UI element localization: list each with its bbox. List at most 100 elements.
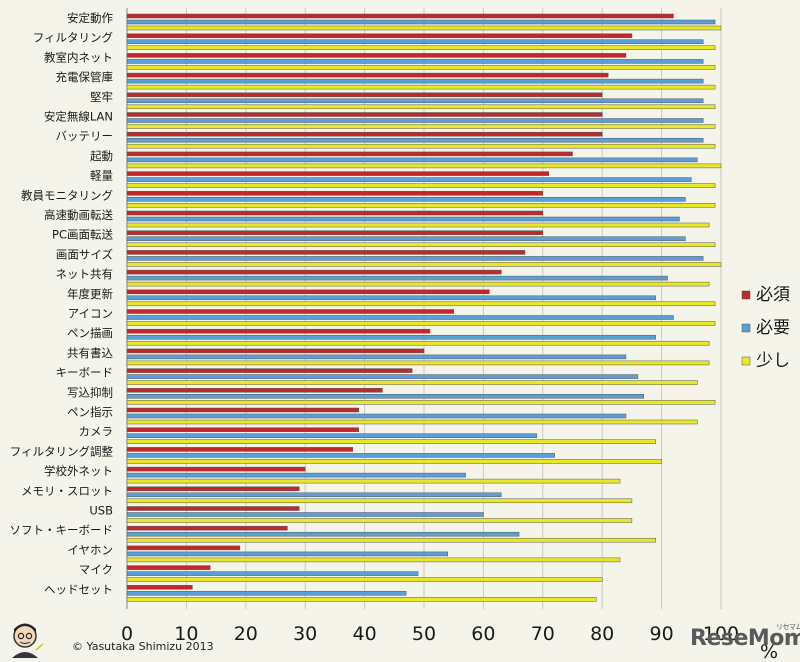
bar-必要 xyxy=(126,39,704,44)
x-tick-label: 20 xyxy=(234,623,258,645)
bar-必須 xyxy=(126,545,241,551)
bar-必須 xyxy=(126,53,627,58)
bar-必須 xyxy=(126,72,609,78)
category-label: カメラ xyxy=(79,425,114,439)
category-label: 共有書込 xyxy=(67,346,113,360)
bar-必要 xyxy=(126,118,704,123)
bar-必要 xyxy=(126,453,555,458)
legend-swatch xyxy=(741,356,751,366)
bar-少し xyxy=(126,25,722,31)
x-tick-label: 50 xyxy=(412,623,436,645)
bar-少し xyxy=(126,104,716,110)
bar-少し xyxy=(126,577,603,582)
bar-少し xyxy=(126,301,716,307)
bar-必要 xyxy=(126,472,466,478)
category-label: 教員モニタリング xyxy=(21,188,113,202)
x-tick-label: 100 xyxy=(703,623,739,645)
bar-必須 xyxy=(126,368,413,373)
bars xyxy=(126,13,722,602)
bar-必要 xyxy=(126,551,449,557)
bar-必須 xyxy=(126,348,425,354)
x-tick-label: 10 xyxy=(174,623,198,645)
copyright-text: © Yasutaka Shimizu 2013 xyxy=(72,640,214,653)
bar-必要 xyxy=(126,374,639,379)
x-tick-label: 30 xyxy=(293,623,317,645)
bar-必要 xyxy=(126,394,645,399)
bar-少し xyxy=(126,321,716,326)
bar-必要 xyxy=(126,197,686,202)
category-label: 教室内ネット xyxy=(44,50,113,64)
category-label: イヤホン xyxy=(67,543,113,557)
bar-少し xyxy=(126,163,722,169)
bar-必須 xyxy=(126,33,633,38)
category-label: 学校外ネット xyxy=(44,464,113,478)
bar-必要 xyxy=(126,98,704,104)
bar-少し xyxy=(126,498,633,504)
bar-必要 xyxy=(126,531,520,537)
bar-必須 xyxy=(126,131,603,137)
category-label: アイコン xyxy=(68,307,113,321)
bar-必須 xyxy=(126,309,454,314)
category-label: PC画面転送 xyxy=(52,228,113,242)
bar-必要 xyxy=(126,59,704,64)
bar-少し xyxy=(126,419,698,425)
bar-必要 xyxy=(126,295,656,301)
bar-必須 xyxy=(126,92,603,98)
x-tick-label: 40 xyxy=(353,623,377,645)
logo-subtext: リセマム xyxy=(776,623,800,631)
bar-少し xyxy=(126,557,621,563)
bar-少し xyxy=(126,242,716,247)
bar-少し xyxy=(126,183,716,188)
category-label: 年度更新 xyxy=(67,287,113,301)
bar-必要 xyxy=(126,315,674,320)
bar-少し xyxy=(126,537,656,543)
bar-必要 xyxy=(126,256,704,261)
bar-少し xyxy=(126,340,710,346)
bar-少し xyxy=(126,281,710,287)
x-tick-label: 0 xyxy=(121,623,133,645)
category-label: フィルタリング xyxy=(33,31,114,45)
bar-必要 xyxy=(126,354,627,360)
bar-少し xyxy=(126,478,621,484)
bar-少し xyxy=(126,262,722,267)
category-label: 起動 xyxy=(90,149,113,163)
bar-少し xyxy=(126,360,710,366)
author-avatar-icon xyxy=(12,623,44,658)
x-tick-labels: 0 10 20 30 40 50 60 70 80 90 100 xyxy=(121,623,739,645)
x-unit-label: % xyxy=(760,641,778,662)
bar-必須 xyxy=(126,565,211,570)
bar-必要 xyxy=(126,236,686,241)
bar-必須 xyxy=(126,525,288,531)
bar-必須 xyxy=(126,171,549,176)
bar-少し xyxy=(126,400,716,405)
category-label: ペン指示 xyxy=(67,405,113,419)
category-label: フィルタリング調整 xyxy=(10,444,114,458)
category-label: ネット共有 xyxy=(56,267,114,281)
category-label: 軽量 xyxy=(90,169,113,183)
x-tick-label: 70 xyxy=(531,623,555,645)
category-label: 画面サイズ xyxy=(56,247,113,261)
bar-必須 xyxy=(126,13,674,19)
bar-必要 xyxy=(126,157,698,163)
category-label: キーボード xyxy=(56,366,114,380)
bar-必要 xyxy=(126,492,502,498)
bar-少し xyxy=(126,222,710,228)
category-label: バッテリー xyxy=(56,129,114,143)
bar-必要 xyxy=(126,137,704,143)
category-label: 安定無線LAN xyxy=(44,110,113,124)
bar-必須 xyxy=(126,151,573,157)
bar-必須 xyxy=(126,506,300,511)
legend-label: 必須 xyxy=(756,285,790,305)
bar-少し xyxy=(126,45,716,50)
bar-必須 xyxy=(126,210,544,216)
bar-必須 xyxy=(126,388,383,393)
bar-必須 xyxy=(126,328,431,334)
bar-必要 xyxy=(126,571,419,576)
category-label: ソフト・キーボード xyxy=(10,523,114,537)
bar-必須 xyxy=(126,466,306,472)
bar-必須 xyxy=(126,191,544,196)
bar-必要 xyxy=(126,177,692,182)
